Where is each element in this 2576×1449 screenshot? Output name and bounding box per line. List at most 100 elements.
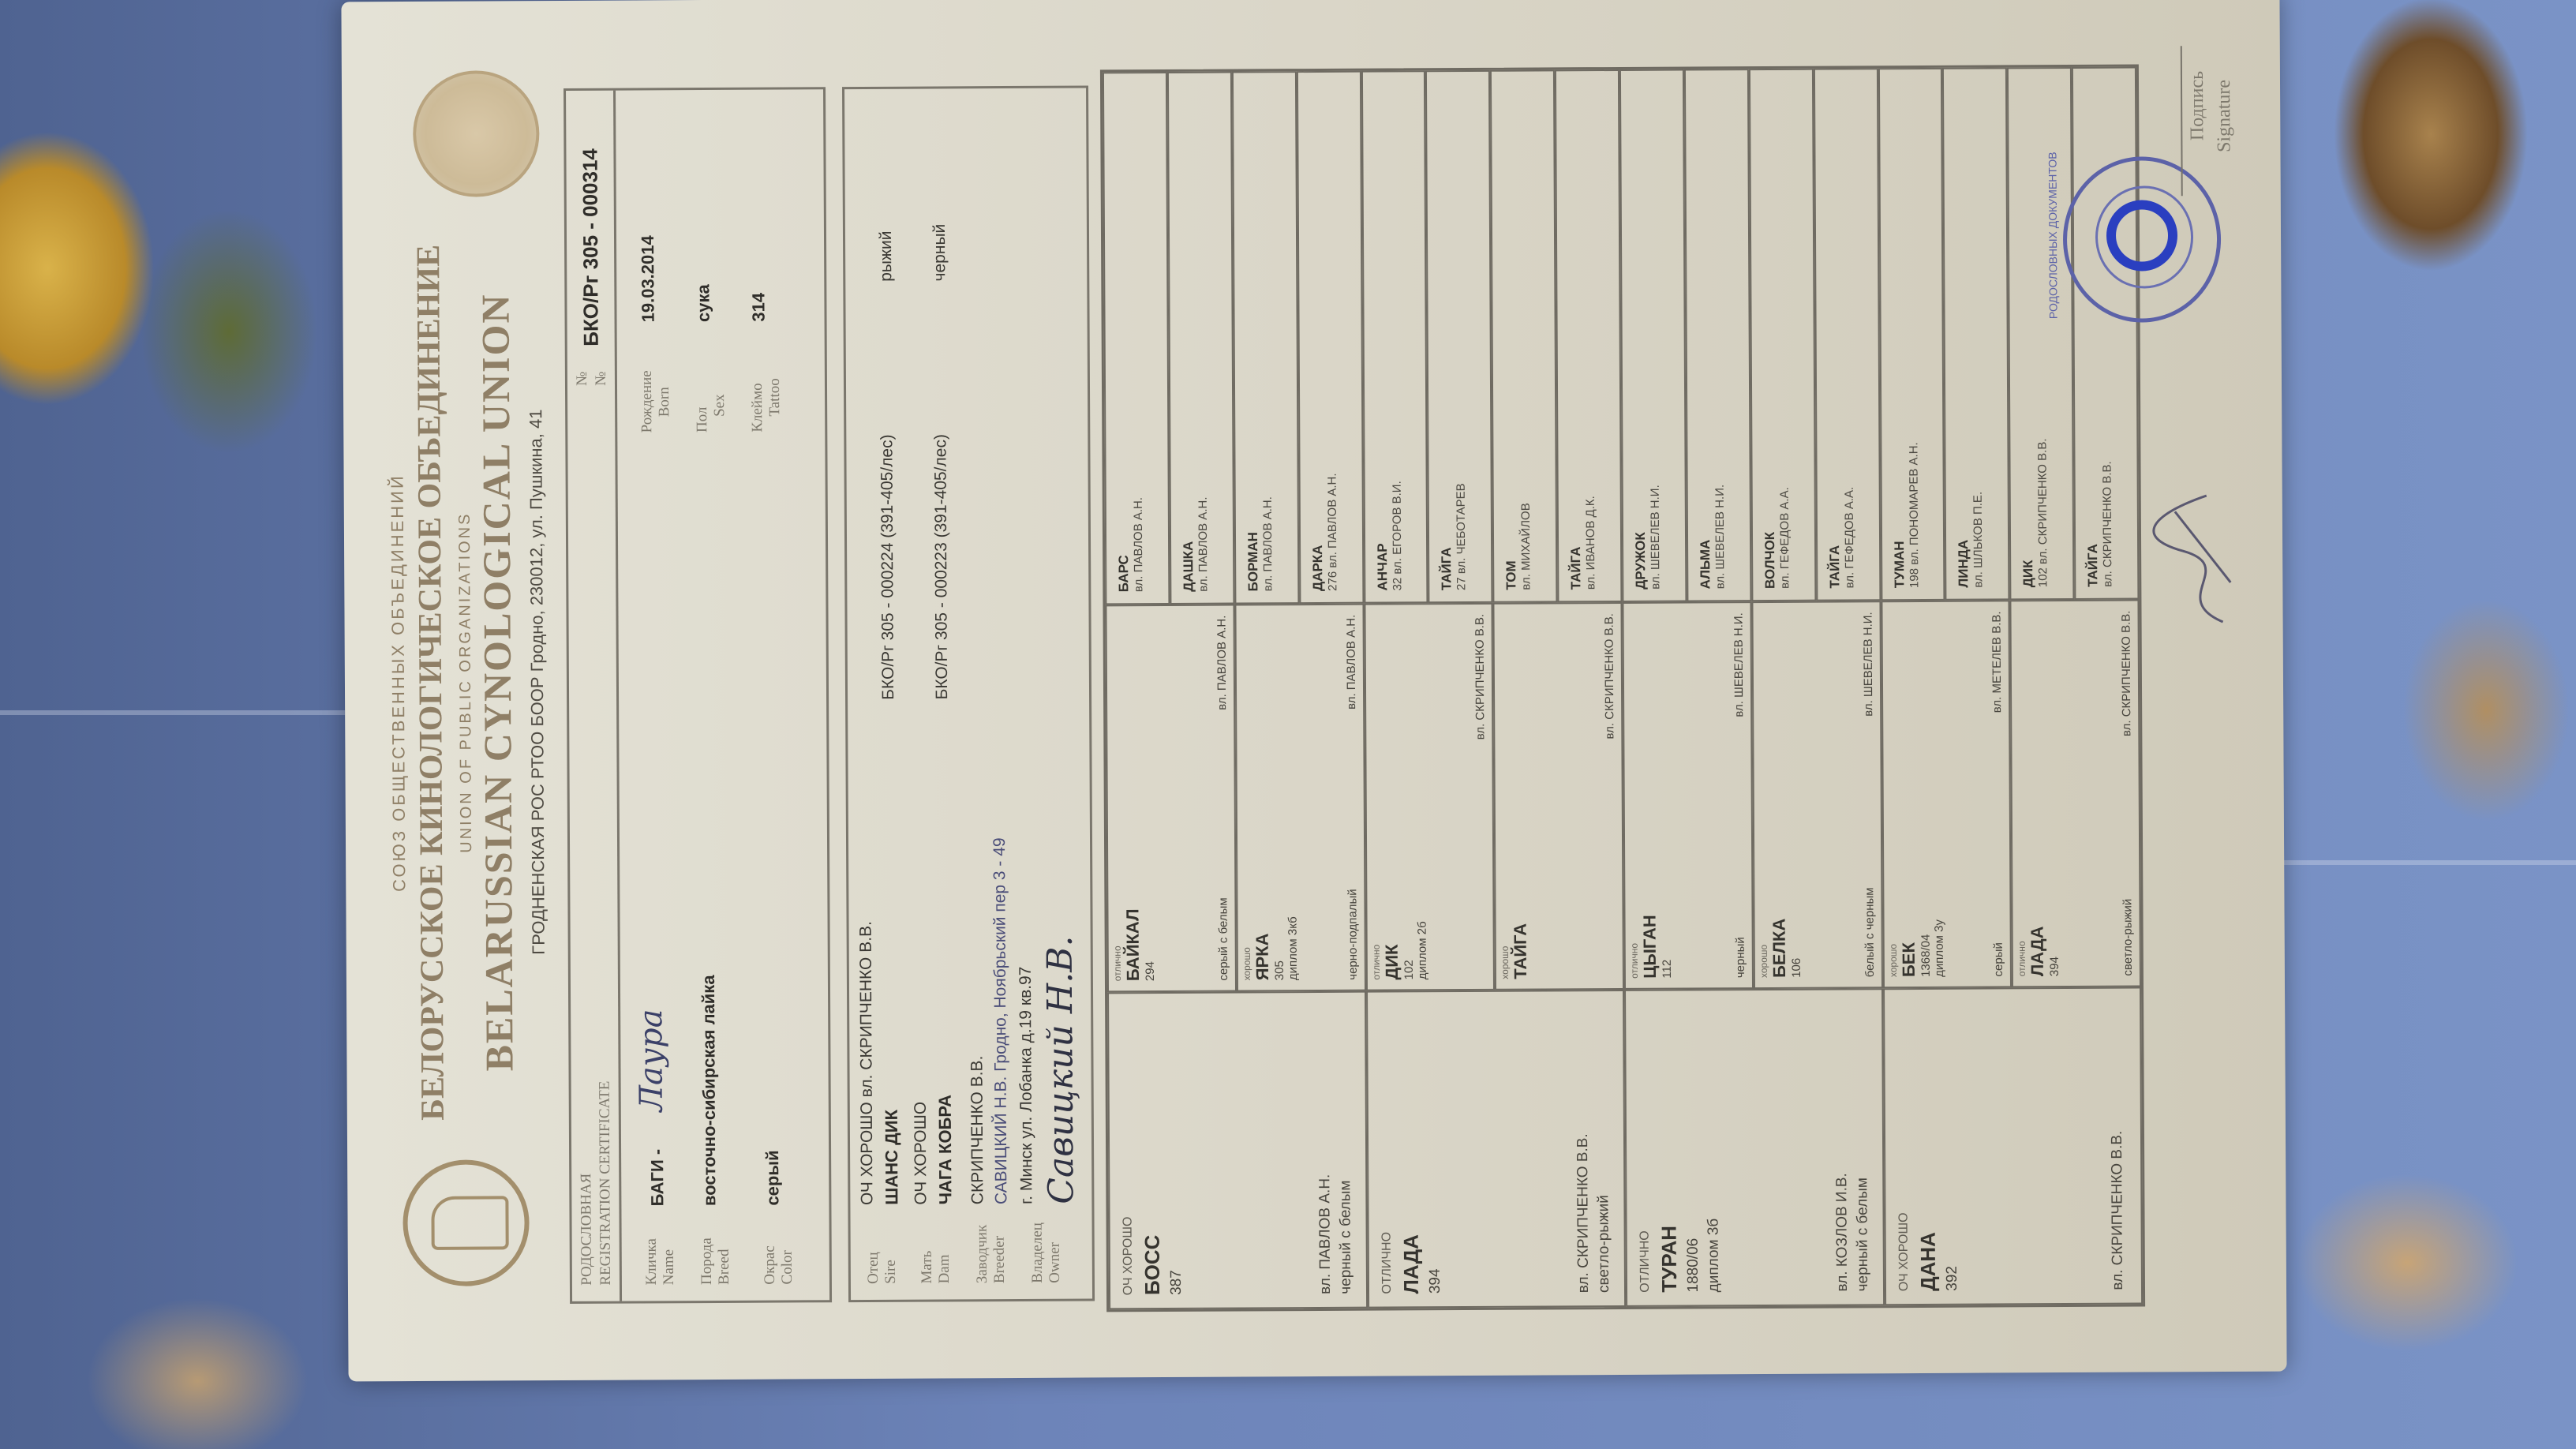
dog-name: БАЙКАЛ <box>1122 908 1143 982</box>
grade-label: ОТЛИЧНО <box>1638 1230 1653 1293</box>
dog-name: ЛАДА <box>2027 926 2048 977</box>
great-great-grandparent-cell: ВОЛЧОК вл. ГЕФЕДОВ А.А. <box>1748 68 1817 602</box>
great-grandparent-cell: отлично ЦЫГАН 112 черный вл. ШЕВЕЛЕВ Н.И. <box>1622 601 1754 990</box>
signature-label: Подпись <box>2186 70 2208 141</box>
owner-name: вл. МИХАЙЛОВ <box>1519 503 1533 590</box>
great-great-grandparent-cell: АНЧАР 32 вл. ЕГОРОВ В.И. <box>1361 70 1428 604</box>
dam-name: ЧАГА КОБРА <box>934 1094 956 1205</box>
grade-label: ОТЛИЧНО <box>1380 1231 1394 1294</box>
registry-number: 106 <box>1789 957 1803 978</box>
dog-name: ДАНА <box>1915 1232 1940 1292</box>
registry-number: 387 <box>1167 1270 1185 1295</box>
great-grandparent-cell: хорошо БЕК 1368/04 диплом 3у серый вл. МЕТЕЛЕ… <box>1880 600 2012 989</box>
sire-color: рыжий <box>876 230 896 282</box>
owner-label-en: Owner <box>1046 1241 1063 1283</box>
owner-name: вл. СКРИПЧЕНКО В.В. <box>1602 612 1617 739</box>
registration-number: БКО/Рг 305 - 000314 <box>578 148 603 346</box>
dog-name: ДИК <box>1381 944 1402 980</box>
registry-number: 392 <box>1943 1266 1960 1291</box>
owner-name: вл. СКРИПЧЕНКО В.В. <box>2100 461 2115 587</box>
grade-label: ОЧ ХОРОШО <box>1896 1212 1911 1292</box>
owner-name: вл. ШЛЬКОВ П.Е. <box>1971 491 1986 588</box>
parents-box: Отец Sire ОЧ ХОРОШО вл. СКРИПЧЕНКО В.В. … <box>842 85 1095 1303</box>
great-grandparent-cell: отлично БАЙКАЛ 294 серый с белым вл. ПАВЛОВ … <box>1105 604 1237 993</box>
owner-name: вл. ПАВЛОВ А.Н. <box>1344 614 1358 710</box>
color-value: серый <box>762 1150 783 1206</box>
signature-line <box>2180 46 2183 197</box>
dog-name: ЦЫГАН <box>1639 915 1660 979</box>
union-logo-icon <box>402 1159 530 1287</box>
great-great-grandparent-cell: ДАРКА 276 вл. ПАВЛОВ А.Н. <box>1296 70 1364 605</box>
owner-name: вл. МЕТЕЛЕВ В.В. <box>1990 611 2005 713</box>
grade-label: ОЧ ХОРОШО <box>1121 1216 1136 1296</box>
name-label: Кличка <box>642 1238 660 1286</box>
registry-number: 112 <box>1660 959 1674 979</box>
tattoo-value: 314 <box>748 292 769 322</box>
embossed-seal-icon <box>412 70 540 197</box>
owner-name: 32 вл. ЕГОРОВ В.И. <box>1390 481 1404 591</box>
dog-name: ТАЙГА <box>1510 923 1531 979</box>
great-grandparent-cell: отлично ДИК 102 диплом 2б вл. СКРИПЧЕНКО В.В… <box>1363 602 1496 991</box>
great-great-grandparent-cell: БАРС вл. ПАВЛОВ А.Н. <box>1102 71 1170 605</box>
diploma <box>1963 1002 1964 1291</box>
great-great-grandparent-cell: ТУМАН 198 вл. ПОНОМАРЕВ А.Н. <box>1878 67 1945 601</box>
great-great-grandparent-cell: ТАЙГА вл. СКРИПЧЕНКО В.В. <box>2072 66 2140 600</box>
coat-color: черный с белым <box>1853 1178 1871 1292</box>
great-grandparent-cell: хорошо ТАЙГА вл. СКРИПЧЕНКО В.В. <box>1492 601 1625 990</box>
owner-name: вл. ШЕВЕЛЕВ Н.И. <box>1861 612 1875 717</box>
coat-color <box>2129 1131 2130 1290</box>
great-great-grandparent-cell: ДАШКА вл. ПАВЛОВ А.Н. <box>1166 71 1235 605</box>
owner-name: вл. ПАВЛОВ А.Н. <box>1131 496 1146 593</box>
breeder-value: СКРИПЧЕНКО В.В. <box>968 1055 987 1205</box>
tattoo-label-en: Tattoo <box>766 378 784 417</box>
great-great-grandparent-cell: БОРМАН вл. ПАВЛОВ А.Н. <box>1231 71 1300 605</box>
cert-title-en: REGISTRATION CERTIFICATE <box>596 1080 614 1286</box>
dog-name: БЕЛКА <box>1769 918 1789 978</box>
diploma: диплом 3кб <box>1286 916 1300 981</box>
sex-label: Пол <box>694 406 711 433</box>
owner-name: вл. СКРИПЧЕНКО В.В. <box>2108 1130 2127 1290</box>
grandparent-cell: ОТЛИЧНО ЛАДА 394 вл. СКРИПЧЕНКО В.В. светло-… <box>1365 989 1627 1309</box>
registry-number: 394 <box>1426 1268 1443 1294</box>
born-value: 19.03.2014 <box>637 235 658 323</box>
owner-name: вл. ПАВЛОВ А.Н. <box>1196 496 1211 592</box>
breeder-label: Заводчик <box>973 1224 990 1284</box>
name-label-en: Name <box>660 1249 677 1286</box>
breed-value: восточно-сибирская лайка <box>698 975 720 1207</box>
divider <box>613 90 623 1301</box>
dog-name: БОСС <box>1140 1234 1165 1296</box>
great-great-grandparent-cell: ДРУЖОК вл. ШЕВЕЛЕВ Н.И. <box>1619 69 1687 602</box>
breed-label-en: Breed <box>715 1249 732 1285</box>
tablecloth-seam <box>0 710 345 715</box>
breeder-label-en: Breeder <box>990 1235 1008 1284</box>
color-label: Окрас <box>761 1245 778 1285</box>
signature-label-en: Signature <box>2213 79 2235 153</box>
stamp-logo-icon <box>2106 200 2178 271</box>
great-grandparent-cell: хорошо ЯРКА 305 диплом 3кб черно-подпалый вл.… <box>1234 603 1366 992</box>
sire-label: Отец <box>864 1252 882 1284</box>
diploma: диплом 3б <box>1705 1218 1723 1293</box>
great-grandparent-cell: отлично ЛАДА 394 светло-рыжий вл. СКРИПЧЕНКО… <box>2009 599 2142 988</box>
owner-label: Владелец <box>1028 1222 1046 1283</box>
sire-number: БКО/Рг 305 - 000224 (391-405/лес) <box>878 434 898 700</box>
great-grandparent-cell: хорошо БЕЛКА 106 белый с черным вл. ШЕВЕЛЕВ … <box>1751 601 1883 990</box>
org-address: ГРОДНЕНСКАЯ РОС РТОО БООР Гродно, 230012… <box>526 409 549 955</box>
signature-scribble <box>2152 494 2232 623</box>
sex-label-en: Sex <box>711 394 728 417</box>
owner-name: вл. ШЕВЕЛЕВ Н.И. <box>1648 485 1663 590</box>
great-great-grandparent-cell: ЛИНДА вл. ШЛЬКОВ П.Е. <box>1942 67 2010 601</box>
great-great-grandparent-cell: ТОМ вл. МИХАЙЛОВ <box>1490 69 1558 603</box>
owner-name: вл. ГЕФЕДОВ А.А. <box>1842 486 1856 589</box>
dam-label: Мать <box>918 1250 935 1284</box>
owner-name: вл. СКРИПЧЕНКО В.В. <box>1574 1133 1593 1294</box>
registry-number: 294 <box>1143 961 1157 982</box>
diploma: диплом 3у <box>1932 919 1946 977</box>
owner-name: вл. КОЗЛОВ И.В. <box>1833 1173 1851 1292</box>
born-label: Рождение <box>638 370 656 433</box>
number-label-en: № <box>592 371 609 386</box>
sex-value: сука <box>693 284 713 323</box>
registry-number: 1880/06 <box>1684 1237 1702 1293</box>
dam-grade: ОЧ ХОРОШО <box>911 1101 930 1205</box>
union-subtitle: СОЮЗ ОБЩЕСТВЕННЫХ ОБЪЕДИНЕНИЙ <box>387 474 410 892</box>
stamp-text: РОДОСЛОВНЫХ ДОКУМЕНТОВ <box>2046 152 2060 320</box>
